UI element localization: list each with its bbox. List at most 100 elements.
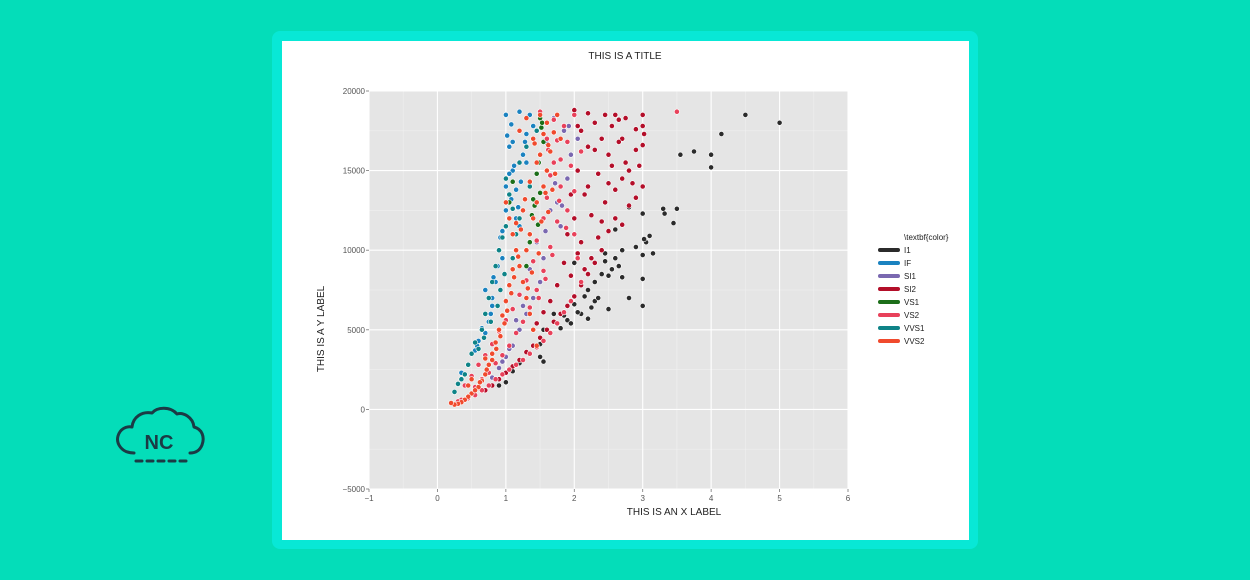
data-point bbox=[516, 291, 523, 298]
data-point bbox=[559, 202, 565, 209]
data-point bbox=[574, 255, 581, 262]
data-point bbox=[598, 271, 605, 277]
data-point bbox=[567, 151, 574, 158]
data-point bbox=[578, 127, 584, 134]
data-point bbox=[499, 358, 506, 365]
data-point bbox=[542, 228, 549, 234]
legend-label: VS2 bbox=[904, 311, 920, 320]
data-point bbox=[605, 306, 612, 312]
data-point bbox=[506, 170, 513, 177]
data-point bbox=[595, 295, 602, 301]
data-point bbox=[615, 116, 622, 123]
data-point bbox=[626, 167, 632, 174]
data-point bbox=[516, 215, 523, 222]
data-point bbox=[502, 183, 509, 190]
data-point bbox=[501, 271, 508, 277]
data-point bbox=[502, 298, 509, 304]
y-tick-label: 20000 bbox=[343, 87, 366, 96]
data-point bbox=[496, 326, 502, 333]
data-point bbox=[581, 293, 588, 300]
data-point bbox=[641, 131, 647, 137]
data-point bbox=[615, 263, 622, 269]
data-point bbox=[520, 357, 526, 363]
data-point bbox=[530, 135, 537, 142]
data-point bbox=[540, 337, 547, 344]
axis-ticks: −1 0 1 2 3 4 5 6 −5000 0 5000 10000 15000 20000 bbox=[343, 87, 851, 503]
nc-cloud-logo: NC bbox=[116, 406, 205, 463]
series-vvs2 bbox=[448, 112, 564, 408]
data-point bbox=[677, 151, 684, 158]
data-point bbox=[489, 279, 496, 285]
data-point bbox=[511, 162, 517, 169]
data-point bbox=[506, 215, 513, 222]
data-point bbox=[533, 170, 540, 177]
data-point bbox=[588, 255, 595, 262]
data-point bbox=[608, 123, 615, 129]
data-point bbox=[515, 204, 522, 211]
data-point bbox=[520, 151, 526, 158]
data-point bbox=[506, 191, 513, 198]
x-tick-label: 3 bbox=[640, 494, 645, 503]
data-point bbox=[520, 302, 526, 309]
data-point bbox=[708, 151, 714, 158]
data-point bbox=[506, 282, 513, 289]
data-point bbox=[482, 371, 489, 378]
data-point bbox=[504, 132, 511, 139]
data-point bbox=[509, 266, 516, 273]
data-point bbox=[540, 183, 547, 190]
x-tick-label: 5 bbox=[777, 494, 782, 503]
data-point bbox=[523, 295, 530, 301]
data-point bbox=[485, 361, 492, 368]
data-point bbox=[585, 315, 591, 322]
data-point bbox=[545, 209, 552, 215]
data-point bbox=[531, 140, 538, 147]
data-point bbox=[639, 112, 646, 118]
data-point bbox=[482, 310, 489, 317]
data-point bbox=[564, 175, 571, 182]
data-point bbox=[626, 202, 632, 209]
data-point bbox=[533, 127, 540, 134]
data-point bbox=[526, 350, 533, 357]
data-point bbox=[502, 207, 509, 214]
data-point bbox=[496, 247, 502, 254]
data-point bbox=[564, 302, 571, 309]
data-point bbox=[533, 237, 540, 244]
data-points bbox=[448, 107, 783, 408]
data-point bbox=[639, 183, 646, 190]
data-point bbox=[581, 191, 588, 198]
data-point bbox=[526, 231, 533, 238]
data-point bbox=[557, 183, 564, 190]
data-point bbox=[520, 279, 526, 285]
legend-item-vvs2: VVS2 bbox=[878, 337, 925, 346]
data-point bbox=[552, 170, 558, 177]
data-point bbox=[499, 371, 506, 378]
data-point bbox=[509, 255, 516, 262]
data-point bbox=[533, 159, 540, 166]
data-point bbox=[660, 205, 667, 212]
data-point bbox=[619, 247, 626, 254]
x-tick-label: 6 bbox=[846, 494, 851, 503]
legend-item-vs2: VS2 bbox=[878, 311, 920, 320]
data-point bbox=[508, 121, 515, 128]
data-point bbox=[540, 358, 547, 365]
data-point bbox=[626, 295, 632, 301]
data-point bbox=[496, 382, 502, 389]
data-point bbox=[691, 148, 697, 155]
data-point bbox=[472, 387, 478, 394]
data-point bbox=[502, 112, 509, 118]
data-point bbox=[537, 353, 543, 360]
legend-item-vs1: VS1 bbox=[878, 298, 920, 307]
data-point bbox=[670, 220, 677, 226]
data-point bbox=[513, 317, 519, 324]
data-point bbox=[554, 112, 561, 118]
data-point bbox=[564, 139, 571, 145]
data-point bbox=[574, 167, 581, 174]
data-point bbox=[499, 352, 506, 359]
data-point bbox=[585, 143, 591, 150]
data-point bbox=[513, 220, 519, 226]
data-point bbox=[578, 239, 584, 246]
data-point bbox=[673, 108, 680, 115]
data-point bbox=[506, 366, 513, 373]
data-point bbox=[502, 379, 509, 386]
data-point bbox=[542, 189, 549, 196]
